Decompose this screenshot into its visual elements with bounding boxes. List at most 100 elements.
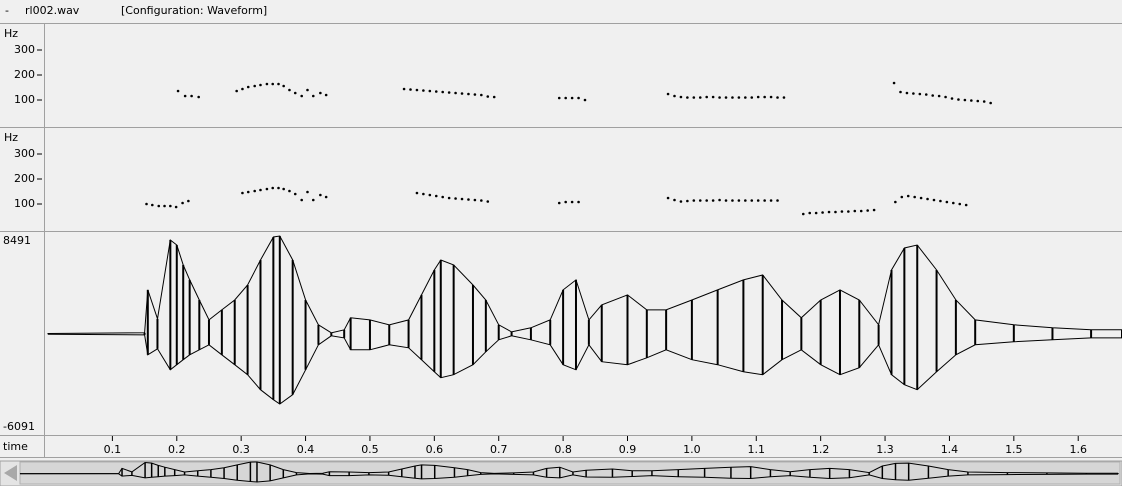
pitch-point [763,95,766,99]
pitch-point [319,193,322,197]
pitch-point [460,197,464,201]
pitch-point [698,96,702,99]
pitch-point [486,95,490,98]
pitch-point [306,190,309,194]
overview-envelope [19,461,1118,475]
pitch-point [324,195,328,199]
pitch-point [557,96,561,100]
pitch-point [958,202,962,206]
pitch-point [731,96,734,99]
x-tick-label: 1.5 [1005,443,1023,456]
pitch-point [460,92,464,95]
pitch-point [724,96,728,99]
x-tick-label: 1.3 [876,443,894,456]
pitch-point [282,187,285,191]
x-tick-label: 0.9 [619,443,637,456]
pitch-point [181,201,184,205]
pitch-point [246,85,250,89]
pitch-point [763,199,766,202]
pitch-point [769,95,773,99]
pitch-point [409,88,412,91]
pitch-point [666,196,670,200]
pitch-point [157,204,161,208]
pitch-point [892,81,896,85]
pitch-point [756,95,760,99]
pitch-point [718,198,721,202]
pitch-point [415,191,419,195]
pitch-point [311,198,315,202]
pitch-point [169,204,172,208]
pitch-point [324,93,328,97]
overview-envelope [19,473,1118,483]
pitch-point [782,96,786,99]
pitch-point [737,199,741,202]
pitch-point [241,87,244,91]
y-tick-label: 100 [14,197,35,210]
pitch-point [428,193,432,197]
scroll-left-arrow[interactable] [4,465,17,481]
pitch-point [957,98,960,101]
pitch-point [718,96,721,99]
unit-label: Hz [4,27,18,40]
pitch-point [932,198,936,202]
pitch-point [750,199,754,202]
pitch-point [564,200,567,204]
pitch-point [402,87,406,91]
y-tick-label: 200 [14,68,35,81]
x-tick-label: 0.1 [104,443,122,456]
pitch-point [486,200,490,203]
pitch-point [422,89,425,92]
pitch-point [277,186,280,190]
pitch-point [964,203,968,207]
pitch-point [241,191,244,195]
pitch-point [583,98,587,102]
x-tick-label: 0.3 [232,443,250,456]
pitch-point [801,212,805,216]
pitch-point [300,198,303,202]
pitch-point [744,96,747,99]
pitch-point [253,84,256,88]
pitch-point [447,91,451,94]
pitch-point [293,192,297,196]
pitch-point [271,82,275,86]
pitch-point [769,199,773,202]
pitch-point [441,90,445,94]
pitch-point [277,82,280,86]
waveform-envelope [47,235,1122,334]
pitch-point [814,211,818,215]
time-label: time [3,440,28,453]
pitch-point [434,194,438,198]
unit-label: Hz [4,131,18,144]
pitch-point [912,92,915,95]
pitch-point [454,91,457,95]
pitch-point [711,95,715,99]
pitch-point [692,199,696,202]
pitch-point [899,90,902,94]
pitch-point [866,209,869,212]
menu-dash[interactable]: - [5,4,9,17]
y-tick-label: 300 [14,43,35,56]
pitch-point [288,189,291,193]
pitch-point [271,186,275,190]
pitch-point [480,93,483,97]
y-tick-label: 200 [14,172,35,185]
x-tick-label: 1.0 [683,443,701,456]
pitch-point [698,199,702,202]
pitch-point [944,95,947,99]
pitch-point [311,94,315,98]
pitch-point [737,96,741,99]
pitch-point [919,196,923,200]
pitch-point [441,195,445,199]
pitch-point [577,200,580,204]
pitch-point [692,96,696,99]
pitch-point [163,204,166,208]
file-name: rl002.wav [25,4,80,17]
pitch-point [174,205,178,209]
pitch-point [570,96,574,100]
scroll-thumb[interactable] [19,461,1121,485]
pitch-point [872,208,876,212]
pitch-point [821,211,824,214]
pitch-point [183,94,187,98]
pitch-point [564,96,567,100]
x-tick-label: 0.7 [490,443,508,456]
